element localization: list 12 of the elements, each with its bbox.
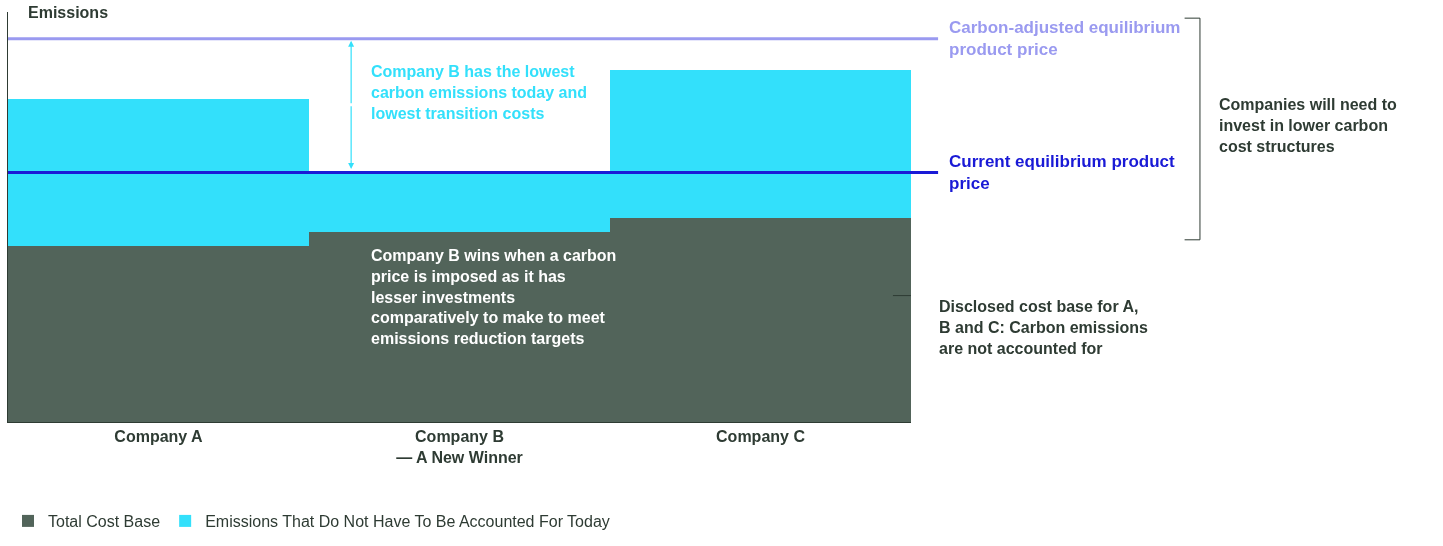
text: Disclosed cost base for A, B and C: Carbon emissions are not accounted for (939, 298, 1149, 357)
legend-label: Emissions That Do Not Have To Be Accounted For Today (205, 513, 610, 531)
x-tick-label: Company A (114, 428, 204, 446)
x-tick-label: Company C (716, 428, 806, 446)
ref-line-label: Carbon-adjusted equilibrium product price (949, 18, 1181, 60)
annotation: Company B wins when a carbon price is imposed as it has lesser investments comparatively to make to meet emissions reduction targets (371, 247, 617, 348)
y-axis-title: Emissions (28, 4, 109, 21)
legend-label: Total Cost Base (48, 513, 161, 531)
annotation: Company B has the lowest carbon emissions today and lowest transition costs (371, 63, 588, 122)
ref-line-label: Current equilibrium product price (949, 152, 1176, 194)
text: Companies will need to invest in lower carbon cost structures (1219, 96, 1398, 155)
x-tick-label: Company B — A New Winner (396, 428, 523, 466)
